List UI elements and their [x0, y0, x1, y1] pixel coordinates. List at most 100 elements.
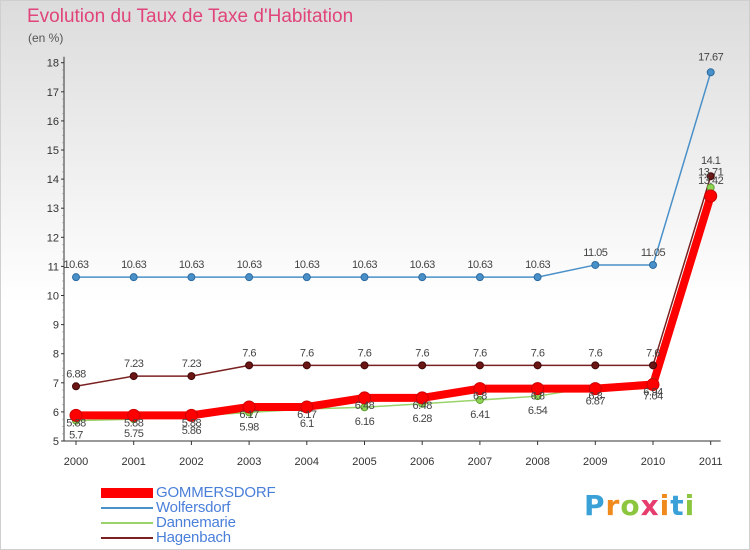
- data-label-gommersdorf: 13.42: [698, 175, 723, 187]
- data-point-hagenbach: [129, 372, 138, 381]
- data-label-gommersdorf: 6.48: [412, 400, 432, 412]
- data-point-hagenbach: [360, 361, 369, 370]
- data-label-dannemarie: 6.41: [470, 409, 490, 421]
- data-label-wolfersdorf: 10.63: [237, 259, 262, 271]
- data-label-dannemarie: 13.71: [698, 167, 723, 179]
- data-point-wolfersdorf: [649, 260, 657, 269]
- y-tick-label: 7: [53, 378, 59, 390]
- data-point-gommersdorf: [473, 382, 487, 396]
- data-label-gommersdorf: 5.88: [182, 417, 202, 429]
- data-point-hagenbach: [418, 361, 427, 370]
- data-label-wolfersdorf: 10.63: [63, 259, 88, 271]
- data-label-wolfersdorf: 10.63: [352, 259, 377, 271]
- chart-unit-label: (en %): [28, 31, 64, 45]
- legend-item-wolfersdorf: Wolfersdorf: [101, 499, 275, 516]
- data-point-hagenbach: [649, 361, 657, 370]
- data-label-dannemarie: 5.75: [124, 428, 144, 440]
- data-label-wolfersdorf: 10.63: [179, 259, 204, 271]
- data-point-hagenbach: [533, 361, 542, 370]
- data-point-hagenbach: [187, 372, 196, 381]
- data-point-hagenbach: [706, 172, 715, 181]
- data-label-dannemarie: 6.1: [300, 418, 314, 430]
- x-tick-label: 2005: [352, 456, 376, 468]
- data-point-wolfersdorf: [187, 273, 196, 282]
- legend-swatch-gommersdorf: [101, 487, 153, 498]
- y-tick-label: 17: [47, 87, 59, 99]
- data-point-gommersdorf: [127, 408, 141, 422]
- data-label-hagenbach: 7.6: [415, 347, 429, 359]
- data-label-wolfersdorf: 17.67: [698, 51, 723, 63]
- y-tick-label: 10: [47, 291, 59, 303]
- series-line-hagenbach: [75, 175, 712, 388]
- data-label-gommersdorf: 5.88: [66, 417, 86, 429]
- y-tick-label: 13: [47, 203, 59, 215]
- data-point-gommersdorf: [704, 189, 718, 203]
- x-tick-label: 2001: [121, 456, 145, 468]
- data-point-gommersdorf: [646, 378, 660, 392]
- proxiti-logo: Proxiti: [584, 489, 696, 522]
- y-tick-label: 6: [53, 407, 59, 419]
- legend-label-gommersdorf: GOMMERSDORF: [156, 484, 276, 501]
- data-point-gommersdorf: [358, 391, 371, 405]
- data-label-wolfersdorf: 10.63: [121, 259, 146, 271]
- data-point-gommersdorf: [300, 400, 314, 414]
- x-tick-label: 2000: [64, 456, 88, 468]
- data-label-dannemarie: 5.86: [182, 425, 202, 437]
- data-label-hagenbach: 7.6: [646, 347, 660, 359]
- data-label-dannemarie: 7.04: [643, 391, 663, 403]
- data-point-hagenbach: [475, 361, 484, 370]
- data-label-dannemarie: 6.87: [586, 396, 606, 408]
- data-point-wolfersdorf: [302, 273, 311, 282]
- data-point-wolfersdorf: [706, 68, 715, 77]
- data-label-wolfersdorf: 10.63: [467, 259, 492, 271]
- data-point-wolfersdorf: [129, 273, 138, 282]
- data-label-wolfersdorf: 10.63: [294, 259, 319, 271]
- x-tick-label: 2007: [468, 456, 492, 468]
- data-point-wolfersdorf: [245, 273, 254, 282]
- data-point-wolfersdorf: [591, 260, 600, 269]
- data-label-wolfersdorf: 11.05: [641, 247, 666, 259]
- data-label-gommersdorf: 6.48: [355, 400, 375, 412]
- data-point-wolfersdorf: [533, 273, 542, 282]
- x-tick-label: 2002: [179, 456, 203, 468]
- legend-label-hagenbach: Hagenbach: [156, 529, 231, 546]
- data-label-hagenbach: 6.88: [66, 368, 86, 380]
- data-label-hagenbach: 7.6: [358, 347, 372, 359]
- data-point-gommersdorf: [184, 408, 198, 422]
- x-tick-label: 2003: [237, 456, 261, 468]
- data-label-dannemarie: 5.98: [239, 421, 259, 433]
- data-point-gommersdorf: [69, 408, 83, 422]
- data-label-hagenbach: 7.6: [242, 347, 256, 359]
- data-point-gommersdorf: [531, 382, 545, 396]
- y-tick-label: 18: [47, 58, 59, 70]
- legend-swatch-hagenbach: [101, 536, 153, 539]
- y-tick-label: 14: [47, 174, 59, 186]
- y-tick-label: 8: [53, 349, 59, 361]
- chart-legend: GOMMERSDORF Wolfersdorf Dannemarie Hagenbac…: [101, 484, 276, 546]
- data-label-hagenbach: 7.6: [588, 347, 602, 359]
- series-line-gommersdorf: [72, 191, 715, 420]
- data-label-hagenbach: 14.1: [701, 155, 721, 167]
- y-tick-label: 9: [53, 320, 59, 332]
- data-label-hagenbach: 7.6: [473, 347, 487, 359]
- data-label-dannemarie: 6.54: [528, 405, 548, 417]
- y-tick-label: 5: [53, 436, 59, 448]
- data-label-gommersdorf: 6.17: [297, 409, 317, 421]
- data-point-hagenbach: [302, 361, 311, 370]
- data-point-wolfersdorf: [72, 273, 80, 282]
- x-tick-label: 2008: [525, 456, 549, 468]
- data-label-wolfersdorf: 10.63: [410, 259, 435, 271]
- data-label-gommersdorf: 6.8: [473, 391, 487, 403]
- data-point-gommersdorf: [242, 400, 256, 414]
- y-tick-label: 11: [48, 261, 59, 273]
- data-label-dannemarie: 6.28: [412, 413, 432, 425]
- x-tick-label: 2006: [410, 456, 434, 468]
- data-point-wolfersdorf: [475, 273, 484, 282]
- data-point-gommersdorf: [588, 382, 602, 396]
- data-point-dannemarie: [475, 395, 484, 404]
- data-label-gommersdorf: 5.88: [124, 417, 144, 429]
- data-label-dannemarie: 6.16: [355, 416, 375, 428]
- series-line-wolfersdorf: [75, 71, 712, 278]
- legend-label-wolfersdorf: Wolfersdorf: [156, 499, 231, 516]
